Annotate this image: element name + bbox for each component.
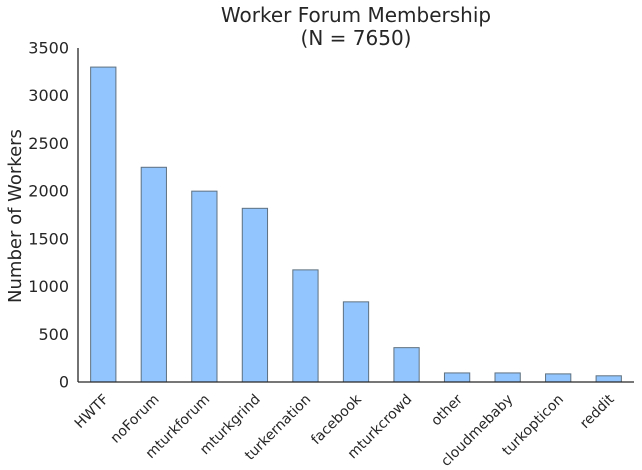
chart-title: Worker Forum Membership xyxy=(221,3,491,27)
bar-mturkforum xyxy=(191,190,218,383)
x-tick-label-reddit: reddit xyxy=(577,391,618,432)
bar-cloudmebaby xyxy=(494,372,521,383)
bar-turkopticon xyxy=(545,373,572,383)
y-tick-label: 0 xyxy=(59,373,69,392)
y-axis-ticks: 0 500 1000 1500 2000 2500 3000 3500 xyxy=(28,39,69,392)
bars-group xyxy=(90,66,622,383)
y-tick-label: 2500 xyxy=(28,134,69,153)
x-axis-ticks: HWTFnoForummturkforummturkgrindturkernat… xyxy=(72,391,618,470)
chart-subtitle: (N = 7650) xyxy=(301,26,412,50)
y-tick-label: 2000 xyxy=(28,182,69,201)
x-tick-label-other: other xyxy=(428,391,466,429)
y-tick-label: 3500 xyxy=(28,39,69,58)
y-tick-label: 1000 xyxy=(28,277,69,296)
y-tick-label: 3000 xyxy=(28,86,69,105)
x-tick-label-hwtf: HWTF xyxy=(72,392,112,432)
bar-turkernation xyxy=(292,269,319,383)
bar-reddit xyxy=(595,375,622,383)
y-axis-label: Number of Workers xyxy=(5,129,26,303)
bar-other xyxy=(443,372,471,383)
y-tick-label: 500 xyxy=(38,325,69,344)
bar-facebook xyxy=(342,301,370,383)
y-tick-label: 1500 xyxy=(28,229,69,248)
bar-mturkgrind xyxy=(241,207,269,383)
bar-hwtf xyxy=(90,66,117,383)
bar-mturkcrowd xyxy=(393,347,420,383)
bar-noforum xyxy=(140,166,167,383)
